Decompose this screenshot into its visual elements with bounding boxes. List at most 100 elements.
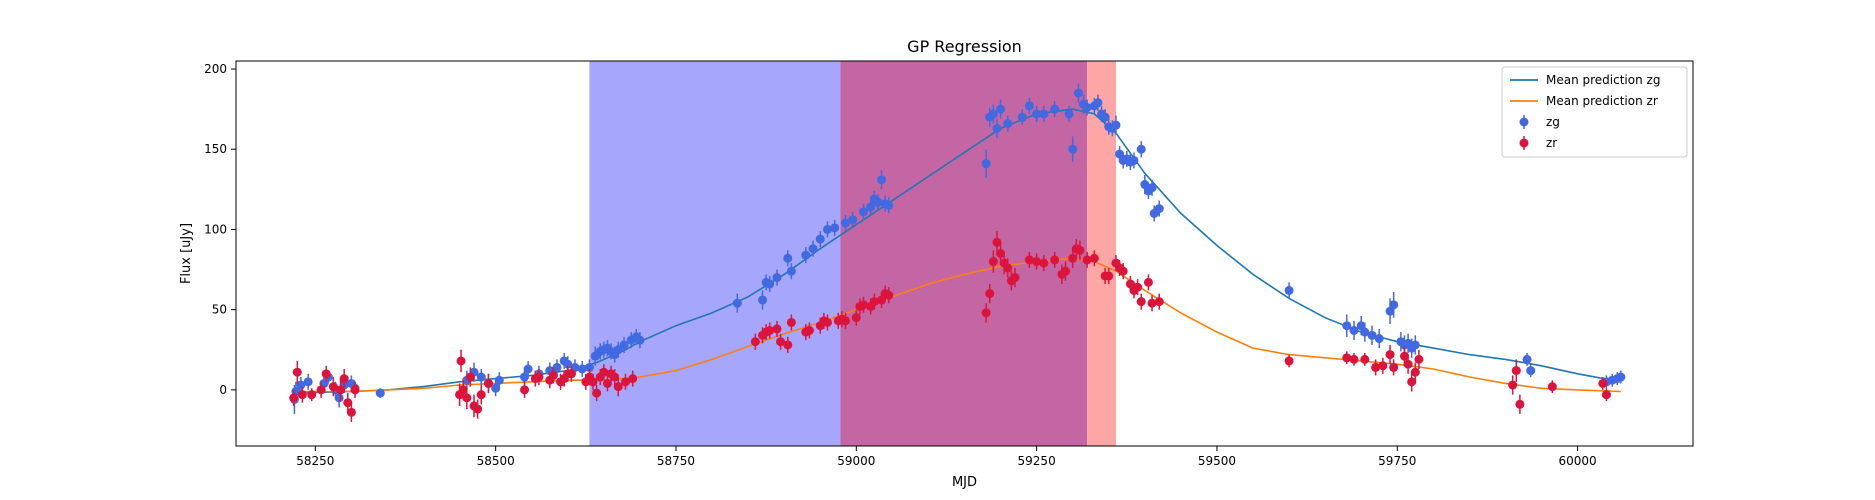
point-zr [783, 340, 793, 350]
point-zg [815, 234, 825, 244]
point-zr [613, 382, 623, 392]
x-tick-label: 59750 [1378, 454, 1416, 468]
point-zg [577, 364, 587, 374]
shaded-region-2 [840, 61, 1088, 446]
point-zg [296, 380, 306, 390]
point-zr [1349, 354, 1359, 364]
legend-label: zr [1546, 136, 1557, 150]
point-zg [1410, 340, 1420, 350]
point-zr [981, 308, 991, 318]
y-tick-label: 50 [212, 303, 227, 317]
point-zr [620, 377, 630, 387]
point-zr [1410, 367, 1420, 377]
point-zr [292, 367, 302, 377]
y-tick-label: 0 [219, 383, 227, 397]
point-zr [992, 237, 1002, 247]
point-zg [801, 250, 811, 260]
point-zr [1371, 362, 1381, 372]
point-zg [996, 104, 1006, 114]
legend-label: zg [1546, 115, 1560, 129]
observation-points [289, 83, 1626, 422]
point-zr [534, 372, 544, 382]
point-zg [884, 200, 894, 210]
point-zr [1547, 382, 1557, 392]
point-zg [1024, 101, 1034, 111]
x-axis-ticks: 58250 58500 58750 59000 59250 59500 59750 60000 [296, 446, 1597, 468]
point-zg [840, 218, 850, 228]
point-zg [1616, 372, 1626, 382]
point-zr [1385, 350, 1395, 360]
point-zr [321, 369, 331, 379]
point-zg [523, 364, 533, 374]
legend-swatch-marker [1519, 117, 1529, 127]
point-zg [1073, 88, 1083, 98]
point-zr [328, 382, 338, 392]
point-zr [1060, 266, 1070, 276]
point-zr [804, 326, 814, 335]
y-tick-label: 100 [204, 222, 227, 236]
x-tick-label: 59000 [837, 454, 875, 468]
point-zg [988, 109, 998, 119]
point-zr [1414, 354, 1424, 364]
point-zr [1136, 297, 1146, 307]
point-zg [992, 123, 1002, 133]
point-zr [1050, 255, 1060, 265]
point-zr [1154, 297, 1164, 307]
point-zg [1284, 285, 1294, 295]
point-zg [619, 340, 629, 350]
point-zr [1024, 255, 1034, 265]
point-zr [350, 385, 360, 395]
y-axis-label: Flux [uJy] [179, 223, 194, 284]
point-zr [1342, 353, 1352, 363]
point-zg [1147, 183, 1157, 193]
point-zr [1284, 356, 1294, 366]
point-zg [1367, 330, 1377, 340]
y-axis-ticks: 0 50 100 150 200 [204, 62, 236, 397]
point-zg [830, 223, 840, 233]
point-zg [732, 298, 742, 308]
point-zr [316, 385, 326, 395]
point-zr [1360, 354, 1370, 364]
point-zr [1403, 359, 1413, 369]
point-zg [859, 207, 869, 217]
legend-label: Mean prediction zg [1546, 73, 1660, 87]
point-zg [1111, 120, 1121, 130]
point-zg [375, 388, 385, 398]
point-zg [1003, 119, 1013, 129]
point-zr [297, 390, 307, 400]
point-zg [494, 375, 504, 385]
point-zg [765, 279, 775, 289]
point-zr [750, 337, 760, 347]
point-zr [1515, 399, 1525, 409]
line-mean-prediction-zg [293, 108, 1622, 394]
point-zg [1154, 204, 1164, 214]
point-zg [822, 224, 832, 234]
point-zr [588, 377, 598, 387]
legend-swatch-marker [1519, 138, 1529, 148]
point-zr [985, 289, 995, 299]
point-zr [1389, 362, 1399, 372]
point-zr [458, 385, 468, 395]
point-zg [1526, 366, 1536, 376]
point-zr [1089, 253, 1099, 263]
point-zr [786, 317, 796, 327]
point-zr [851, 313, 861, 323]
y-tick-label: 200 [204, 62, 227, 76]
legend-label: Mean prediction zr [1546, 94, 1658, 108]
point-zr [772, 324, 782, 334]
point-zg [1129, 155, 1139, 165]
point-zr [599, 367, 609, 377]
chart-title: GP Regression [907, 37, 1022, 56]
x-tick-label: 58250 [296, 454, 334, 468]
point-zr [1082, 255, 1092, 265]
point-zg [520, 372, 530, 382]
point-zr [1378, 361, 1388, 371]
point-zr [1075, 245, 1085, 255]
point-zr [1104, 271, 1114, 281]
point-zg [1082, 103, 1092, 113]
point-zg [552, 362, 562, 372]
point-zg [584, 362, 594, 372]
point-zg [981, 159, 991, 169]
point-zr [1133, 282, 1143, 292]
point-zr [840, 316, 850, 326]
